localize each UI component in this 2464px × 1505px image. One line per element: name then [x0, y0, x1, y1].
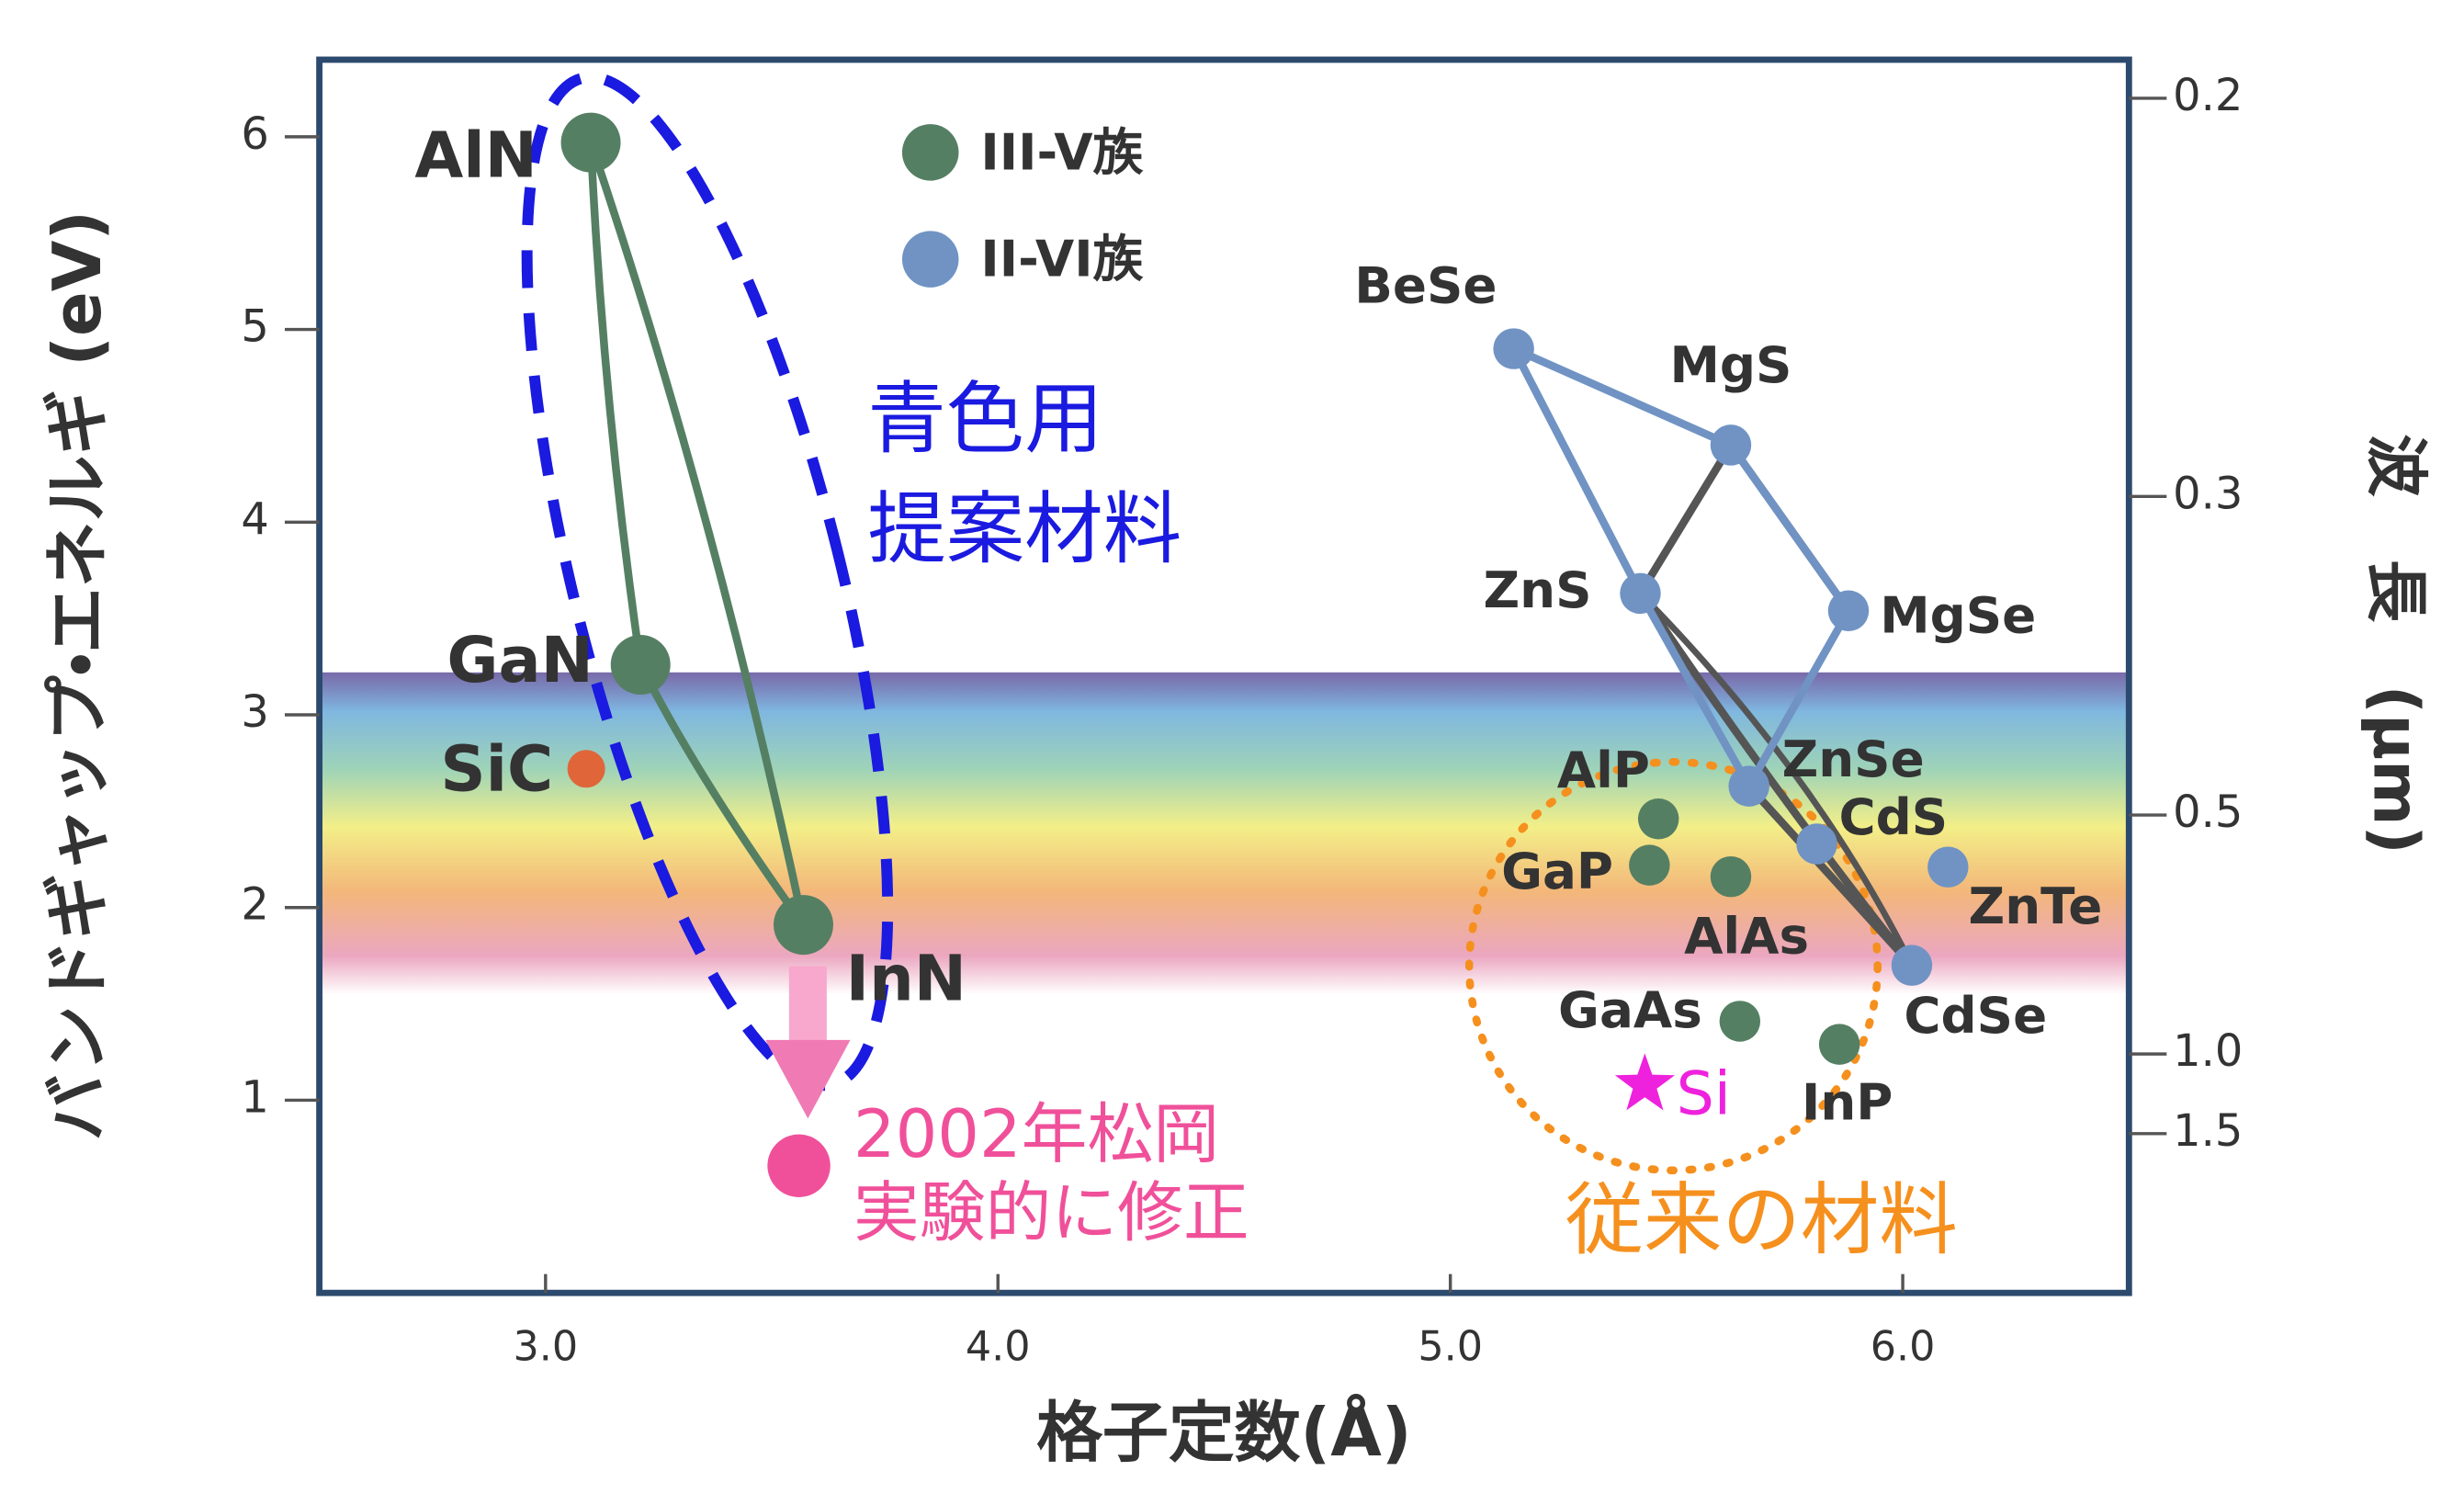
y-tick-label: 5 [241, 302, 268, 353]
star-point [1614, 1053, 1675, 1111]
point-label: 2002年松岡 [853, 1095, 1219, 1172]
data-point [1637, 798, 1679, 840]
connector [1746, 783, 1916, 968]
plot-frame [316, 56, 2132, 1296]
point-label: BeSe [1354, 256, 1497, 315]
data-point [1493, 328, 1534, 369]
point-label: ZnSe [1782, 730, 1925, 788]
y2-tick-label: 1.5 [2173, 1106, 2243, 1157]
data-point [1629, 844, 1670, 886]
point-label: InP [1802, 1072, 1893, 1131]
data-point [1710, 424, 1752, 466]
point-label: GaP [1501, 842, 1613, 900]
point-label: CdSe [1904, 986, 2047, 1045]
connector [1636, 591, 1916, 968]
data-point [1719, 1001, 1761, 1042]
point-label: ZnS [1483, 560, 1591, 619]
legend-label: II-VI族 [980, 230, 1143, 289]
point-label: CdS [1838, 787, 1948, 846]
data-point [1827, 590, 1870, 631]
legend-label: III-V族 [980, 122, 1143, 181]
y2-tick-label: 0.5 [2173, 787, 2243, 838]
data-point [610, 635, 671, 695]
orange-dotted-outline [1464, 757, 1882, 1175]
connector [1745, 608, 1852, 788]
y2-axis-label: 波 長 (μm) [2358, 434, 2431, 854]
connector [637, 662, 807, 928]
connector [1636, 591, 1753, 788]
y-axis-label: バンドギャップ・エネルギ (eV) [39, 210, 116, 1141]
point-label: ZnTe [1969, 877, 2103, 935]
point-label: AlP [1557, 741, 1650, 799]
data-point [1620, 572, 1661, 615]
point-label: GaAs [1558, 980, 1702, 1039]
data-point [567, 750, 605, 788]
annotation: 従来の材料 [1565, 1175, 1957, 1266]
data-point [1728, 765, 1769, 807]
y-tick-label: 4 [241, 494, 268, 545]
point-label: GaN [446, 625, 593, 697]
connector [1511, 345, 1733, 449]
annotation: 青色用 [867, 374, 1102, 465]
data-point [1891, 945, 1933, 986]
connector [1638, 591, 1915, 968]
arrow-head [765, 1039, 851, 1119]
x-tick-label: 5.0 [1418, 1324, 1483, 1371]
data-point [1710, 855, 1752, 898]
data-point [560, 112, 621, 173]
y-tick-label: 3 [241, 687, 268, 738]
y2-tick-label: 0.3 [2173, 469, 2243, 519]
y2-tick-label: 0.2 [2173, 71, 2243, 121]
y-tick-label: 2 [241, 880, 268, 931]
point-label: SiC [440, 733, 553, 806]
legend-marker [901, 124, 959, 181]
x-tick-label: 3.0 [513, 1324, 578, 1371]
point-label: Si [1677, 1059, 1731, 1128]
connector [1727, 442, 1852, 614]
blue-dashed-outline [521, 72, 894, 1092]
x-tick-label: 6.0 [1871, 1324, 1936, 1371]
x-axis-label: 格子定数(Å) [1036, 1394, 1411, 1471]
point-label: 実験的に修正 [853, 1174, 1249, 1251]
connector [1636, 443, 1735, 596]
data-point [1818, 1024, 1860, 1065]
point-label: AlN [414, 120, 537, 193]
arrow-shaft [788, 966, 827, 1046]
connector [1509, 346, 1645, 595]
y-tick-label: 1 [241, 1072, 268, 1123]
point-label: InN [846, 943, 966, 1015]
legend-marker [901, 231, 959, 288]
y-tick-label: 6 [241, 109, 268, 160]
correction-arrow [765, 966, 851, 1119]
point-label: MgS [1669, 335, 1791, 394]
connector [586, 141, 645, 666]
connector [587, 141, 808, 926]
annotation: 提案材料 [867, 484, 1181, 575]
data-point [774, 895, 833, 956]
data-point [1927, 846, 1969, 888]
data-point [767, 1134, 831, 1197]
point-label: MgSe [1880, 585, 2036, 644]
y2-tick-label: 1.0 [2173, 1026, 2243, 1077]
point-label: AlAs [1684, 907, 1809, 966]
data-point [1796, 823, 1837, 865]
x-tick-label: 4.0 [966, 1324, 1031, 1371]
